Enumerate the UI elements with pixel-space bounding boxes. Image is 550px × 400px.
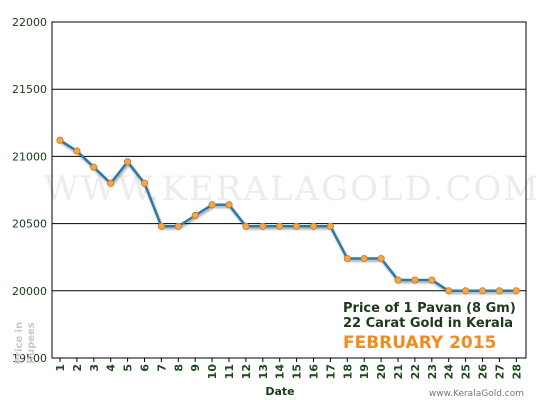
- x-tick-label: 8: [172, 364, 185, 372]
- x-tick-label: 7: [155, 364, 168, 372]
- data-point: [73, 147, 81, 155]
- x-tick-label: 27: [493, 364, 506, 379]
- y-tick-label: 21000: [12, 150, 47, 163]
- data-point: [191, 211, 199, 220]
- data-point: [445, 287, 453, 295]
- x-tick-label: 24: [443, 364, 456, 380]
- chart-title-line1: Price of 1 Pavan (8 Gm): [343, 301, 516, 316]
- x-tick-label: 13: [257, 364, 270, 379]
- data-point: [208, 201, 216, 209]
- chart-title-line2: 22 Carat Gold in Kerala: [343, 316, 513, 331]
- x-tick-label: 23: [426, 364, 439, 379]
- data-point: [276, 222, 284, 230]
- data-point: [326, 222, 334, 230]
- x-tick-label: 14: [274, 364, 287, 380]
- data-point: [259, 222, 267, 230]
- data-point: [107, 179, 115, 187]
- x-axis-label: Date: [265, 385, 294, 398]
- data-point: [495, 287, 503, 295]
- price-line: [59, 139, 517, 293]
- x-tick-label: 28: [510, 364, 523, 379]
- x-tick-label: 18: [341, 364, 354, 379]
- x-tick-label: 12: [240, 364, 253, 379]
- x-tick-label: 3: [88, 364, 101, 372]
- x-tick-label: 26: [477, 364, 490, 380]
- x-tick-label: 25: [460, 364, 473, 379]
- x-tick-label: 17: [324, 364, 337, 379]
- x-tick-label: 10: [206, 364, 219, 380]
- price-markers: [56, 136, 520, 295]
- y-tick-label: 22000: [12, 16, 47, 29]
- y-tick-label: 20000: [12, 285, 47, 298]
- x-axis-ticks: 1 2 3 4 5 6 7 8 9 10 11 12 13 14 15 16 17 18 19 20 21 22 23 24 2…: [54, 358, 523, 379]
- y-tick-label: 19500: [12, 352, 47, 365]
- x-tick-label: 20: [375, 364, 388, 380]
- y-tick-label: 20500: [12, 218, 47, 231]
- data-point: [478, 287, 487, 295]
- x-tick-label: 21: [392, 364, 405, 379]
- data-point: [56, 136, 64, 144]
- data-point: [157, 222, 165, 230]
- data-point: [124, 158, 132, 166]
- y-axis-label-line2: Rupees: [26, 322, 37, 364]
- x-tick-label: 9: [189, 364, 202, 372]
- x-tick-label: 11: [223, 364, 236, 379]
- plot-area-frame: [51, 21, 527, 359]
- data-point: [242, 222, 250, 230]
- y-axis-label-line1: Price in: [14, 322, 25, 364]
- x-tick-label: 4: [105, 364, 118, 372]
- site-credit: www.KeralaGold.com: [429, 389, 524, 399]
- data-point: [360, 254, 368, 263]
- x-tick-label: 16: [308, 364, 321, 380]
- x-tick-label: 5: [122, 364, 135, 372]
- y-axis-ticks: 19500 20000 20500 21000 21500 22000: [12, 16, 47, 365]
- x-tick-label: 19: [358, 364, 371, 379]
- data-point: [309, 222, 318, 230]
- y-tick-label: 21500: [12, 83, 47, 96]
- data-point: [225, 201, 233, 209]
- data-point: [394, 276, 402, 284]
- data-point: [140, 179, 149, 187]
- data-point: [174, 222, 182, 230]
- data-point: [512, 287, 520, 295]
- x-tick-label: 22: [409, 364, 422, 379]
- x-tick-label: 2: [71, 364, 84, 372]
- data-point: [428, 276, 436, 284]
- data-point: [377, 254, 385, 263]
- x-tick-label: 1: [54, 364, 67, 372]
- data-point: [343, 254, 351, 263]
- chart-month-label: FEBRUARY 2015: [343, 333, 496, 353]
- data-point: [90, 163, 98, 171]
- x-tick-label: 15: [291, 364, 304, 379]
- data-point: [411, 276, 419, 284]
- x-tick-label: 6: [139, 364, 152, 372]
- data-point: [292, 222, 301, 230]
- watermark: WWW.KERALAGOLD.COM: [44, 169, 540, 209]
- data-point: [461, 287, 470, 295]
